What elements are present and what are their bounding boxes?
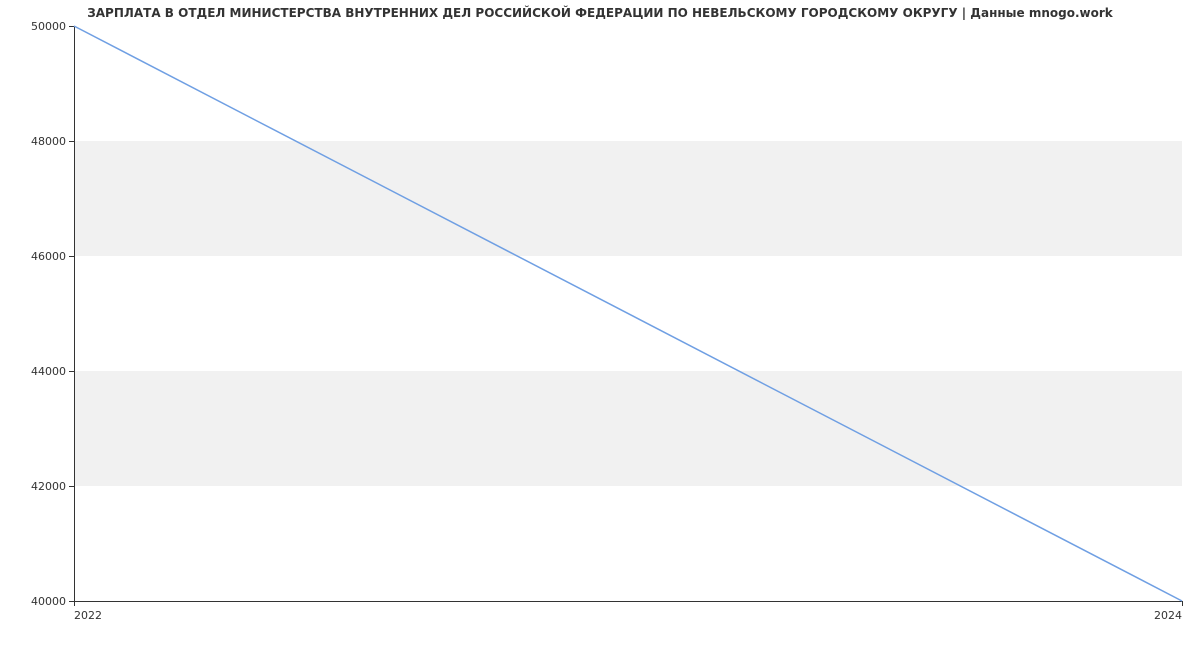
x-tick-label: 2022 xyxy=(74,609,102,622)
y-tick-label: 42000 xyxy=(31,480,66,493)
y-tick-label: 46000 xyxy=(31,250,66,263)
y-tick-label: 48000 xyxy=(31,135,66,148)
x-tick-mark xyxy=(74,601,75,606)
series-layer xyxy=(74,26,1182,601)
y-tick-label: 40000 xyxy=(31,595,66,608)
x-axis-line xyxy=(74,601,1182,602)
chart-title: ЗАРПЛАТА В ОТДЕЛ МИНИСТЕРСТВА ВНУТРЕННИХ… xyxy=(0,6,1200,20)
y-tick-label: 50000 xyxy=(31,20,66,33)
series-line-salary xyxy=(74,26,1182,601)
x-tick-label: 2024 xyxy=(1154,609,1182,622)
x-tick-mark xyxy=(1182,601,1183,606)
salary-line-chart: ЗАРПЛАТА В ОТДЕЛ МИНИСТЕРСТВА ВНУТРЕННИХ… xyxy=(0,0,1200,650)
y-tick-label: 44000 xyxy=(31,365,66,378)
plot-area xyxy=(74,26,1182,601)
